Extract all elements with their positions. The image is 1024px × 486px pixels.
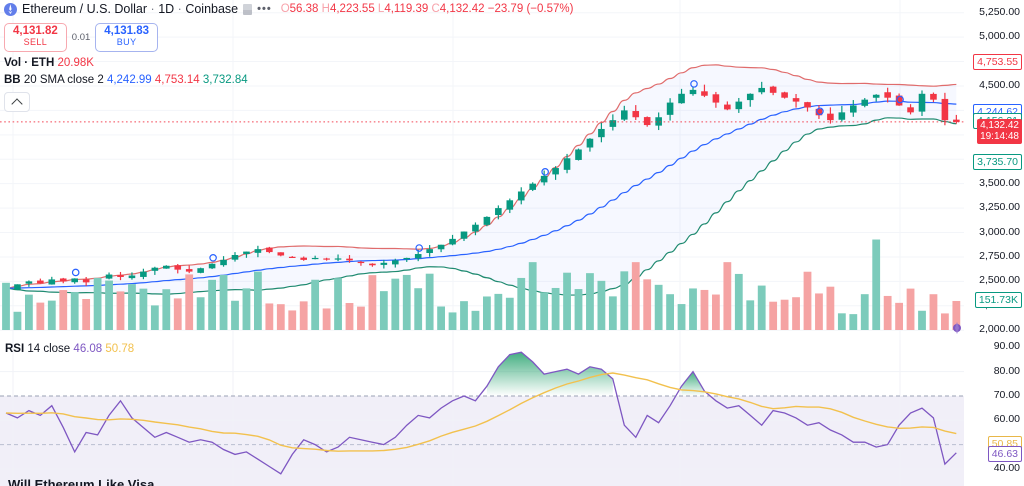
price-tick-9: 2,000.00 (979, 323, 1020, 336)
change-pct-value: (−0.57%) (526, 3, 574, 15)
price-tick-7: 2,500.00 (979, 274, 1020, 287)
separator-1: · (150, 2, 155, 16)
rsi-indicator-params: 14 close (27, 343, 71, 355)
sell-price: 4,131.82 (13, 25, 58, 37)
rsi-indicator-value: 46.08 (73, 343, 103, 355)
page-title-below-chart: Will Ethereum Like Visa (8, 477, 155, 486)
low-label: L (377, 3, 385, 15)
volume-tag[interactable]: 151.73K (974, 292, 1022, 308)
rsi-tick-0: 90.00 (993, 340, 1020, 353)
rsi-tick-4: 40.00 (993, 461, 1020, 474)
low-value: 4,119.39 (384, 3, 429, 15)
last-price-value: 4,132.42 (980, 119, 1019, 131)
countdown-timer: 19:14:48 (980, 130, 1019, 142)
price-tick-5: 3,000.00 (979, 225, 1020, 238)
rsi-tick-3: 60.00 (993, 413, 1020, 426)
volume-indicator-name: Vol · ETH (4, 57, 55, 69)
bb-upper-tag[interactable]: 4,753.55 (973, 54, 1022, 71)
interval-label[interactable]: 1D (158, 2, 175, 16)
bb-indicator-row[interactable]: BB 20 SMA close 2 4,242.99 4,753.14 3,73… (4, 74, 573, 86)
buy-price: 4,131.83 (104, 25, 150, 37)
rsi-legend[interactable]: RSI 14 close 46.08 50.78 (5, 343, 134, 355)
bb-lower-tag[interactable]: 3,735.70 (973, 153, 1022, 170)
chart-legend: Ethereum / U.S. Dollar · 1D · Coinbase •… (4, 0, 573, 112)
high-label: H (321, 3, 330, 15)
volume-indicator-value: 20.98K (57, 57, 94, 69)
bb-indicator-params: 20 SMA close 2 (23, 74, 104, 86)
exchange-label: Coinbase (185, 2, 239, 16)
rsi-ma-value: 50.78 (105, 343, 135, 355)
spread-value: 0.01 (71, 32, 91, 43)
buy-sell-row: 4,131.82 SELL 0.01 4,131.83 BUY (4, 23, 573, 52)
chevron-up-icon (11, 97, 23, 110)
open-label: O (280, 3, 290, 15)
close-label: C (431, 3, 440, 15)
symbol-label: Ethereum / U.S. Dollar (22, 2, 148, 16)
ohlc-values: O56.38 H4,223.55 L4,119.39 C4,132.42 −23… (281, 3, 574, 15)
bb-upper-value: 4,753.14 (154, 74, 200, 86)
open-value: 56.38 (289, 3, 319, 15)
last-price-tag[interactable]: 4,132.42 19:14:48 (977, 118, 1022, 144)
ethereum-icon (4, 2, 17, 16)
price-tick-1: 5,000.00 (979, 30, 1020, 43)
rsi-chart-pane[interactable] (0, 340, 964, 486)
symbol-title-row[interactable]: Ethereum / U.S. Dollar · 1D · Coinbase •… (4, 0, 573, 18)
price-tick-4: 3,250.00 (979, 201, 1020, 214)
price-tick-3: 3,500.00 (979, 176, 1020, 189)
symbol-name[interactable]: Ethereum / U.S. Dollar · 1D · Coinbase (22, 2, 238, 16)
rsi-indicator-name: RSI (5, 343, 25, 355)
buy-button[interactable]: 4,131.83 BUY (95, 23, 159, 52)
more-dots-icon[interactable]: ••• (257, 2, 272, 15)
high-value: 4,223.55 (329, 3, 375, 15)
price-axis[interactable]: 5,250.00 5,000.00 4,500.00 3,500.00 3,250.00… (964, 0, 1024, 486)
close-value: 4,132.42 (439, 3, 485, 15)
bb-indicator-name: BB (4, 74, 21, 86)
rsi-tick-1: 80.00 (993, 364, 1020, 377)
price-tick-0: 5,250.00 (979, 5, 1020, 18)
change-value: −23.79 (487, 3, 524, 15)
price-tick-2: 4,500.00 (979, 78, 1020, 91)
rsi-tick-2: 70.00 (993, 388, 1020, 401)
collapse-legend-button[interactable] (4, 92, 30, 112)
bb-lower-value: 3,732.84 (202, 74, 248, 86)
volume-indicator-row[interactable]: Vol · ETH 20.98K (4, 57, 573, 69)
buy-label: BUY (116, 37, 137, 47)
separator-2: · (177, 2, 182, 16)
bb-basis-value: 4,242.99 (106, 74, 152, 86)
price-tick-6: 2,750.00 (979, 249, 1020, 262)
rsi-chart-svg (0, 340, 964, 486)
price-chart-svg (0, 0, 964, 340)
sell-button[interactable]: 4,131.82 SELL (4, 23, 67, 52)
rsi-value-tag[interactable]: 46.63 (987, 445, 1022, 462)
price-chart-pane[interactable] (0, 0, 964, 340)
candles-icon[interactable] (243, 3, 253, 15)
sell-label: SELL (23, 37, 48, 47)
